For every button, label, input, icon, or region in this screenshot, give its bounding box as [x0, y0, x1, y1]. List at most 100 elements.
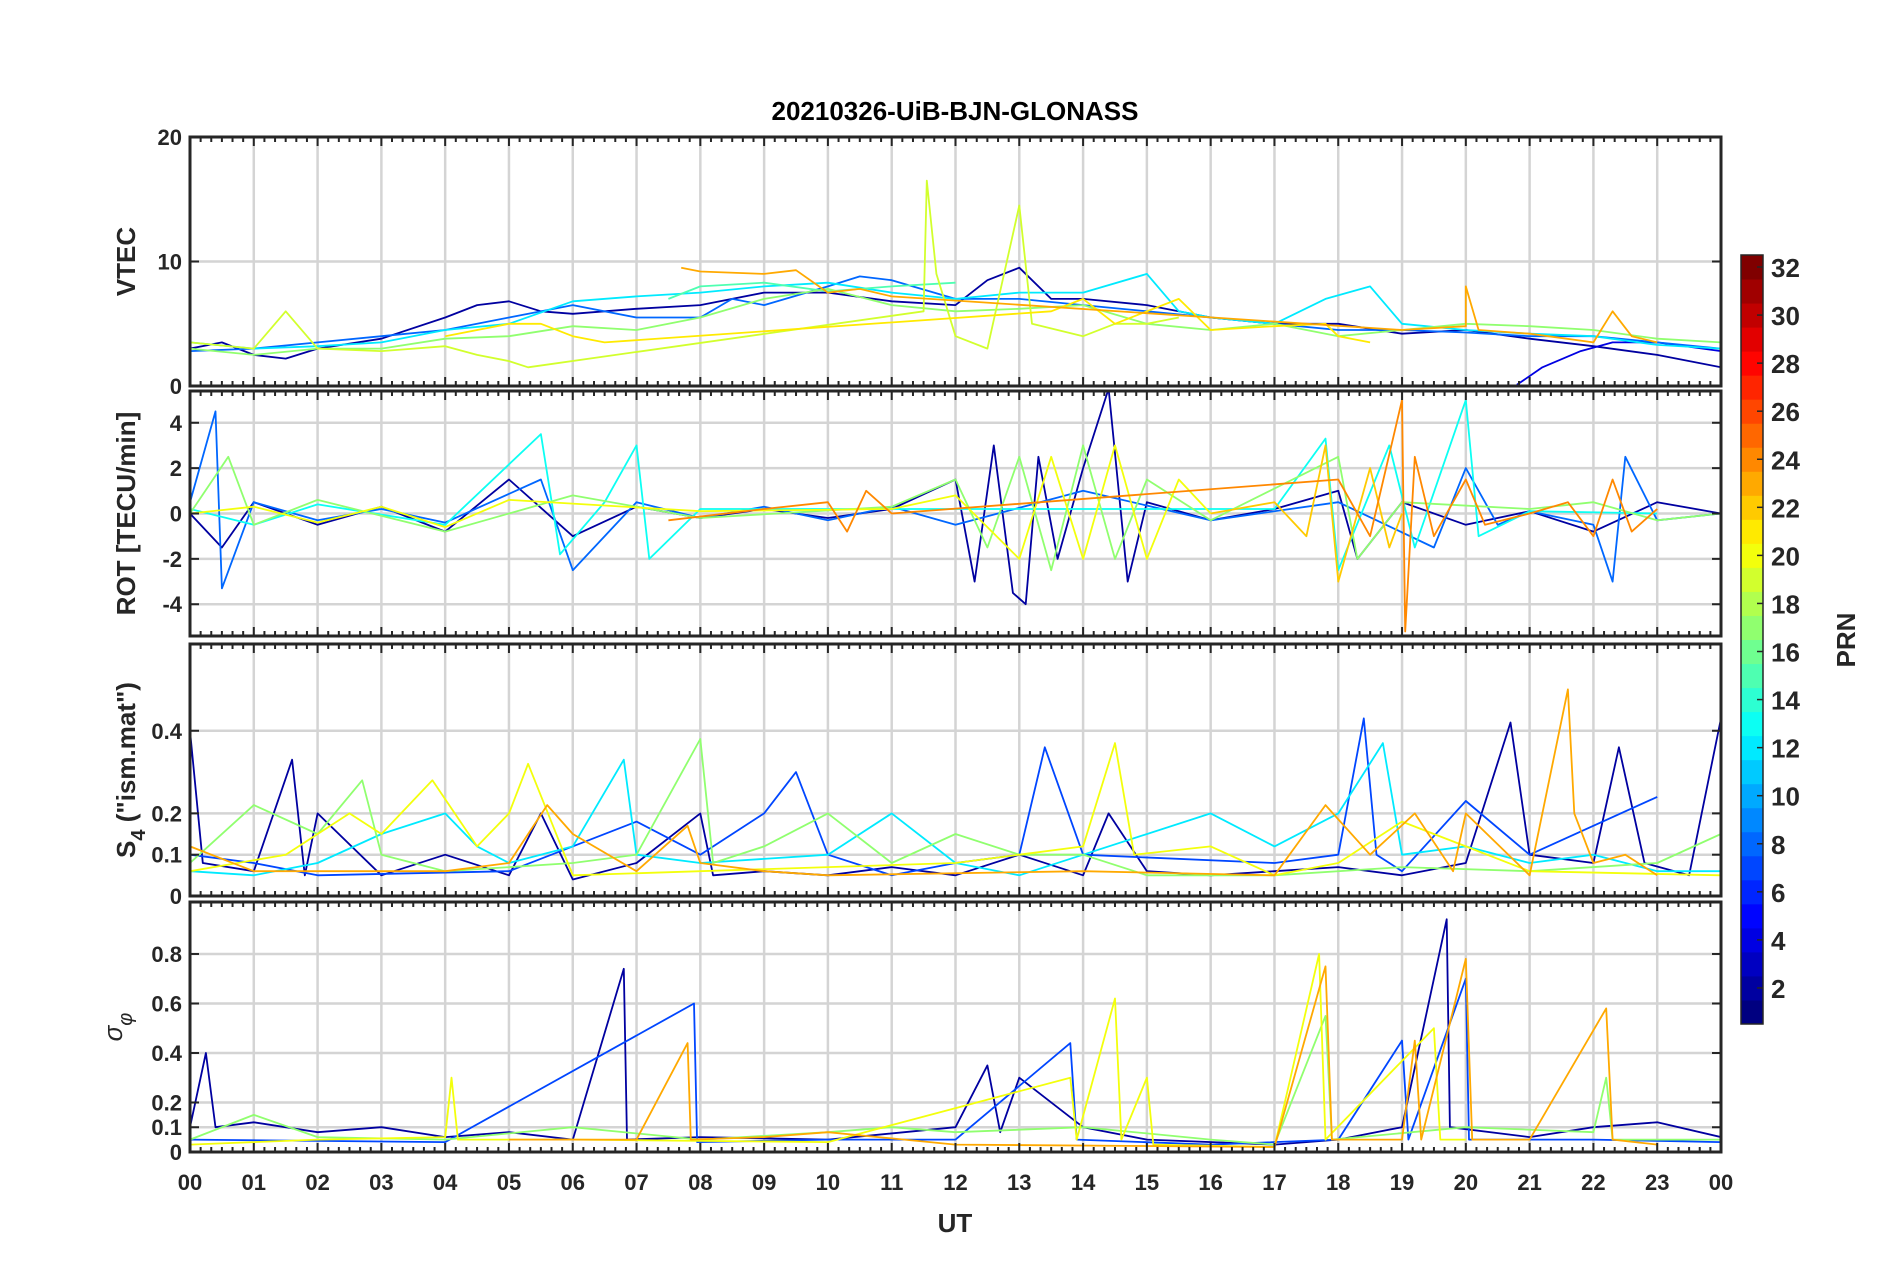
series-prn-23	[509, 958, 1658, 1148]
colorbar-swatch	[1741, 423, 1763, 448]
x-tick-label: 05	[497, 1170, 521, 1195]
x-tick-label: 19	[1390, 1170, 1414, 1195]
series-prn-15	[668, 281, 956, 300]
colorbar-swatch	[1741, 975, 1763, 1001]
x-tick-label: 00	[1709, 1170, 1733, 1195]
colorbar-tick-label: 22	[1771, 493, 1800, 523]
y-tick-label: 20	[158, 125, 182, 150]
x-tick-label: 14	[1071, 1170, 1096, 1195]
y-tick-label: 4	[170, 411, 183, 436]
y-tick-label: 0	[170, 1140, 182, 1165]
colorbar-swatch	[1741, 519, 1763, 544]
y-tick-label: 0.2	[151, 801, 182, 826]
series-prn-22	[1210, 444, 1403, 583]
series-prn-8	[190, 275, 1721, 352]
y-tick-label: -2	[162, 547, 182, 572]
x-tick-label: 04	[433, 1170, 458, 1195]
colorbar-tick-label: 20	[1771, 541, 1800, 571]
series-prn-23	[190, 688, 1658, 877]
x-tick-label: 16	[1198, 1170, 1222, 1195]
x-tick-label: 03	[369, 1170, 393, 1195]
colorbar-tick-label: 2	[1771, 974, 1785, 1004]
x-tick-label: 18	[1326, 1170, 1350, 1195]
colorbar-tick-label: 26	[1771, 397, 1800, 427]
y-tick-label: 0.4	[151, 1041, 182, 1066]
colorbar-swatch	[1741, 255, 1763, 280]
x-tick-label: 01	[242, 1170, 266, 1195]
y-axis-label: σφ	[98, 1013, 137, 1042]
colorbar-tick-label: 10	[1771, 782, 1800, 812]
x-tick-label: 10	[816, 1170, 840, 1195]
series-prn-17	[190, 444, 1721, 572]
colorbar-swatch	[1741, 783, 1763, 809]
y-tick-label: 10	[158, 250, 182, 275]
x-tick-label: 17	[1262, 1170, 1286, 1195]
colorbar-tick-label: 32	[1771, 253, 1800, 283]
y-label-sub: φ	[115, 1013, 137, 1026]
colorbar-swatch	[1741, 639, 1763, 665]
series-group	[190, 391, 1721, 633]
colorbar-tick-label: 14	[1771, 686, 1800, 716]
y-axis-label: ROT [TECU/min]	[111, 412, 141, 616]
colorbar-tick-label: 8	[1771, 830, 1785, 860]
colorbar-label: PRN	[1831, 613, 1861, 668]
series-prn-19	[190, 179, 1179, 369]
panel-1: 0 10 20 VTEC	[111, 125, 1723, 399]
series-prn-7	[190, 977, 1721, 1146]
colorbar-swatch	[1741, 567, 1763, 592]
colorbar-tick-label: 30	[1771, 301, 1800, 331]
colorbar-swatch	[1741, 663, 1763, 689]
series-prn-12	[190, 742, 1721, 877]
x-tick-label: 21	[1517, 1170, 1541, 1195]
y-axis-label: S4 ("ism.mat")	[111, 682, 150, 858]
colorbar-swatch	[1741, 327, 1763, 352]
panel-3: 00.10.20.4S4 ("ism.mat")	[111, 642, 1723, 909]
panel-2: -4 -2 0 2 4 ROT [TECU/min]	[111, 389, 1723, 638]
x-axis-label: UT	[938, 1208, 973, 1238]
colorbar-swatch	[1741, 831, 1763, 857]
series-prn-23	[681, 266, 1658, 344]
chart-title: 20210326-UiB-BJN-GLONASS	[771, 96, 1138, 126]
series-prn-20	[190, 742, 1721, 877]
colorbar-tick-label: 4	[1771, 926, 1786, 956]
series-prn-7	[190, 717, 1658, 877]
colorbar-tick-label: 12	[1771, 734, 1800, 764]
y-tick-label: 0.1	[151, 843, 182, 868]
colorbar-swatch	[1741, 999, 1763, 1025]
y-tick-label: 0	[170, 884, 182, 909]
colorbar-swatch	[1741, 375, 1763, 400]
series-prn-17	[190, 1015, 1721, 1146]
colorbar-tick-label: 6	[1771, 878, 1785, 908]
series-prn-13	[190, 399, 1658, 572]
y-tick-label: 0.6	[151, 991, 182, 1016]
y-tick-label: 0	[170, 374, 182, 399]
y-tick-label: 0.2	[151, 1090, 182, 1115]
colorbar-swatch	[1741, 711, 1763, 737]
colorbar-tick-label: 24	[1771, 445, 1800, 475]
series-prn-2	[190, 718, 1721, 881]
series-prn-20	[190, 953, 1466, 1148]
colorbar-swatch	[1741, 687, 1763, 713]
colorbar-swatch	[1741, 903, 1763, 929]
y-tick-label: 0	[170, 502, 182, 527]
x-tick-label: 15	[1135, 1170, 1159, 1195]
colorbar-tick-label: 16	[1771, 638, 1800, 668]
x-tick-label: 11	[880, 1170, 903, 1195]
series-prn-20	[190, 444, 1212, 560]
colorbar-swatch	[1741, 351, 1763, 376]
panel-4: 00.10.2 0.4 0.6 0.8 σφ	[98, 900, 1723, 1165]
x-tick-label: 09	[752, 1170, 776, 1195]
y-tick-label: -4	[162, 592, 182, 617]
y-label-sub: 4	[128, 829, 150, 841]
series-prn-4	[1516, 341, 1721, 386]
colorbar-swatch	[1741, 303, 1763, 328]
x-tick-label: 20	[1454, 1170, 1478, 1195]
y-label-main: σ	[98, 1024, 128, 1041]
series-group	[190, 918, 1721, 1148]
colorbar-swatch	[1741, 495, 1763, 520]
y-tick-label: 0.8	[151, 942, 182, 967]
colorbar-swatch	[1741, 855, 1763, 881]
colorbar-swatch	[1741, 447, 1763, 472]
